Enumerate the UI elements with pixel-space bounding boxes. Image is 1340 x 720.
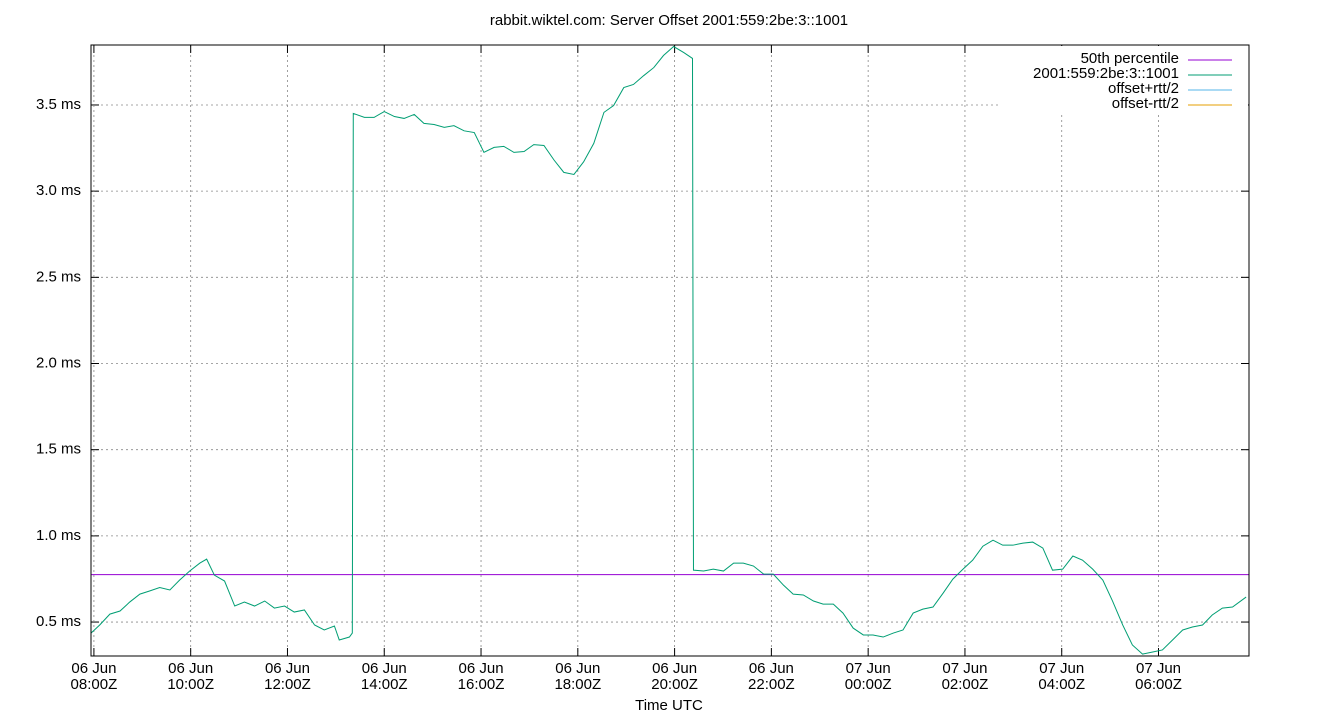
- y-tick-label: 3.0 ms: [36, 182, 81, 199]
- x-tick-label: 07 Jun: [942, 660, 987, 677]
- x-tick-label: 06:00Z: [1135, 676, 1182, 693]
- x-tick-label: 12:00Z: [264, 676, 311, 693]
- y-tick-label: 0.5 ms: [36, 613, 81, 630]
- legend-label: offset-rtt/2: [1112, 95, 1179, 112]
- x-tick-label: 06 Jun: [749, 660, 794, 677]
- x-tick-label: 07 Jun: [1136, 660, 1181, 677]
- chart-title: rabbit.wiktel.com: Server Offset 2001:55…: [490, 12, 848, 29]
- x-tick-label: 06 Jun: [168, 660, 213, 677]
- x-tick-label: 06 Jun: [652, 660, 697, 677]
- x-tick-label: 06 Jun: [555, 660, 600, 677]
- x-tick-label: 07 Jun: [1039, 660, 1084, 677]
- legend-box: [1000, 46, 1248, 114]
- y-tick-label: 1.5 ms: [36, 441, 81, 458]
- x-tick-label: 06 Jun: [265, 660, 310, 677]
- legend-label: 50th percentile: [1081, 50, 1179, 67]
- x-tick-label: 16:00Z: [458, 676, 505, 693]
- x-tick-label: 06 Jun: [459, 660, 504, 677]
- x-tick-label: 04:00Z: [1038, 676, 1085, 693]
- x-tick-label: 20:00Z: [651, 676, 698, 693]
- y-tick-label: 2.5 ms: [36, 268, 81, 285]
- x-axis-label: Time UTC: [635, 697, 703, 714]
- plot-border: [90, 44, 1250, 657]
- x-tick-label: 02:00Z: [942, 676, 989, 693]
- series-line: [90, 45, 1247, 655]
- y-tick-label: 2.0 ms: [36, 354, 81, 371]
- x-tick-label: 22:00Z: [748, 676, 795, 693]
- x-tick-label: 18:00Z: [554, 676, 601, 693]
- x-tick-label: 00:00Z: [845, 676, 892, 693]
- x-tick-label: 14:00Z: [361, 676, 408, 693]
- x-tick-label: 06 Jun: [71, 660, 116, 677]
- x-tick-label: 08:00Z: [71, 676, 118, 693]
- x-tick-label: 07 Jun: [846, 660, 891, 677]
- legend-label: offset+rtt/2: [1108, 80, 1179, 97]
- x-tick-label: 10:00Z: [167, 676, 214, 693]
- x-tick-label: 06 Jun: [362, 660, 407, 677]
- y-tick-label: 3.5 ms: [36, 96, 81, 113]
- y-tick-label: 1.0 ms: [36, 527, 81, 544]
- legend-label: 2001:559:2be:3::1001: [1033, 65, 1179, 82]
